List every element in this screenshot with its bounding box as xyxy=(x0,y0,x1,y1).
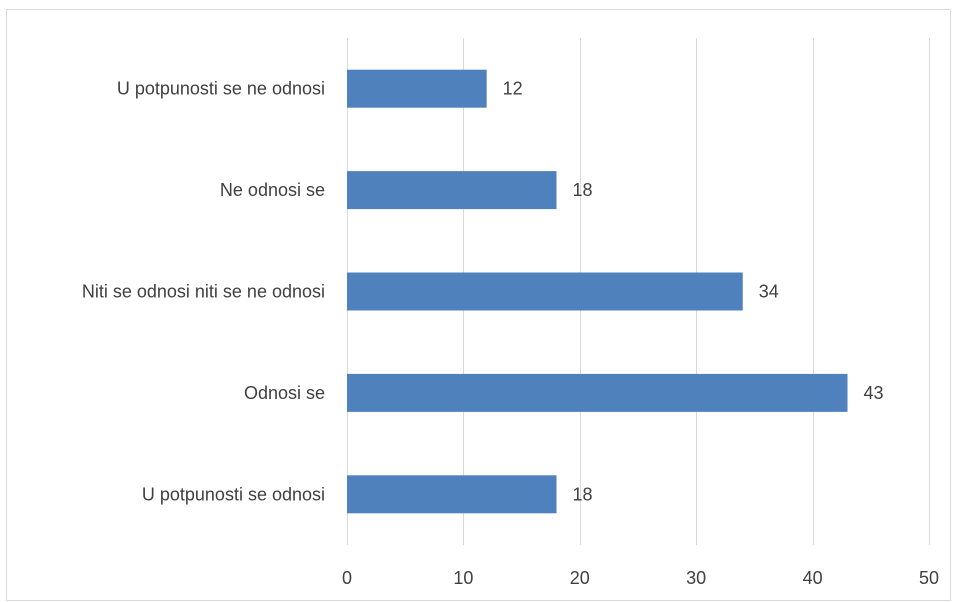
data-label: 18 xyxy=(573,484,593,504)
data-label: 43 xyxy=(864,383,884,403)
data-label: 18 xyxy=(573,180,593,200)
bar xyxy=(347,69,487,108)
x-tick-label: 30 xyxy=(686,568,706,588)
data-label: 34 xyxy=(759,282,779,302)
bar xyxy=(347,171,557,210)
bar xyxy=(347,373,848,412)
x-tick-label: 50 xyxy=(919,568,939,588)
category-label: Ne odnosi se xyxy=(220,180,325,200)
category-label: Odnosi se xyxy=(244,383,325,403)
category-labels: U potpunosti se ne odnosi Ne odnosi se Nit… xyxy=(82,79,325,505)
category-label: U potpunosti se odnosi xyxy=(142,484,325,504)
category-label: Niti se odnosi niti se ne odnosi xyxy=(82,282,325,302)
x-tick-label: 10 xyxy=(453,568,473,588)
category-label: U potpunosti se ne odnosi xyxy=(117,79,325,99)
x-tick-label: 0 xyxy=(342,568,352,588)
bar xyxy=(347,272,743,311)
bars xyxy=(347,69,848,514)
data-labels: 12 18 34 43 18 xyxy=(503,79,884,505)
x-tick-label: 40 xyxy=(803,568,823,588)
bar xyxy=(347,475,557,514)
x-tick-label: 20 xyxy=(570,568,590,588)
x-tick-labels: 0 10 20 30 40 50 xyxy=(342,568,939,588)
grid-lines xyxy=(347,38,930,545)
data-label: 12 xyxy=(503,79,523,99)
